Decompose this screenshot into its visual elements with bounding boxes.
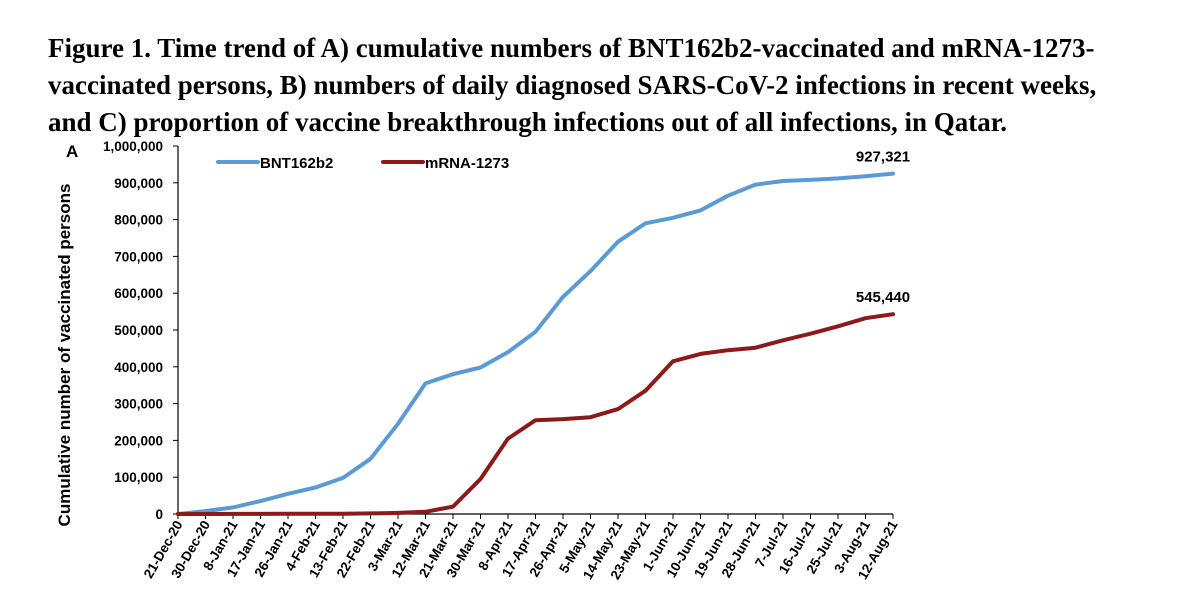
- y-tick-label: 500,000: [114, 323, 163, 338]
- y-tick-label: 700,000: [114, 249, 163, 264]
- y-tick-label: 800,000: [114, 213, 163, 228]
- y-ticks: 0 100,000 200,000 300,000 400,000 500,000 600,…: [103, 139, 178, 522]
- y-tick-label: 1,000,000: [103, 139, 163, 154]
- y-tick-label: 600,000: [114, 286, 163, 301]
- legend: BNT162b2 mRNA-1273: [218, 155, 509, 172]
- end-value-label: 927,321: [856, 149, 910, 166]
- y-tick-label: 200,000: [114, 433, 163, 448]
- series-line-2: [178, 314, 893, 514]
- series-line-1: [178, 174, 893, 514]
- y-tick-label: 100,000: [114, 470, 163, 485]
- legend-label: mRNA-1273: [425, 155, 509, 172]
- y-tick-label: 900,000: [114, 176, 163, 191]
- x-ticks: 21-Dec-2030-Dec-208-Jan-2117-Jan-2126-Ja…: [141, 514, 901, 582]
- panel-label: A: [66, 142, 78, 161]
- legend-label: BNT162b2: [260, 155, 333, 172]
- y-tick-label: 0: [155, 507, 163, 522]
- end-labels: 927,321 545,440: [856, 149, 910, 307]
- end-value-label: 545,440: [856, 289, 910, 306]
- y-tick-label: 300,000: [114, 397, 163, 412]
- y-axis-label: Cumulative number of vaccinated persons: [55, 184, 74, 527]
- y-tick-label: 400,000: [114, 360, 163, 375]
- series-lines: [178, 174, 893, 514]
